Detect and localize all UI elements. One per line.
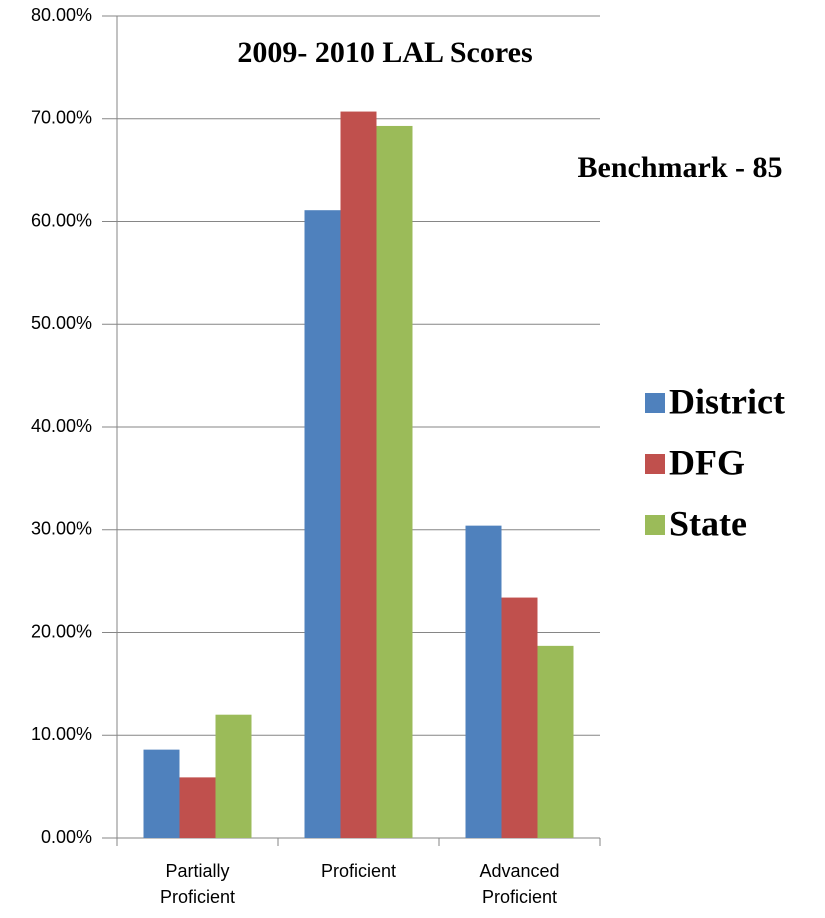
- legend-label: State: [669, 503, 747, 543]
- x-tick-label: Advanced Proficient: [479, 861, 560, 907]
- y-tick-label: 0.00%: [41, 827, 92, 847]
- y-tick-label: 20.00%: [31, 621, 92, 641]
- bar: [376, 125, 413, 838]
- chart-title: 2009- 2010 LAL Scores: [237, 36, 532, 69]
- y-tick-label: 60.00%: [31, 210, 92, 230]
- legend-swatch: [645, 393, 665, 413]
- x-tick-label: Partially Proficient: [159, 861, 236, 907]
- bar: [179, 777, 216, 838]
- y-tick-label: 80.00%: [31, 5, 92, 25]
- legend-swatch: [645, 515, 665, 535]
- legend-swatch: [645, 454, 665, 474]
- y-tick-label: 70.00%: [31, 108, 92, 128]
- bar: [143, 749, 180, 838]
- bar: [537, 645, 574, 838]
- bar: [304, 210, 341, 838]
- bar: [340, 111, 377, 839]
- y-tick-label: 50.00%: [31, 313, 92, 333]
- bar: [215, 714, 252, 838]
- x-tick-label: Proficient: [320, 861, 397, 881]
- bar: [501, 597, 538, 838]
- bar: [465, 525, 502, 838]
- y-tick-label: 30.00%: [31, 519, 92, 539]
- legend-label: DFG: [669, 442, 745, 482]
- y-tick-label: 40.00%: [31, 416, 92, 436]
- legend-label: District: [669, 381, 785, 421]
- annotation: Benchmark - 85: [578, 151, 783, 184]
- y-tick-label: 10.00%: [31, 724, 92, 744]
